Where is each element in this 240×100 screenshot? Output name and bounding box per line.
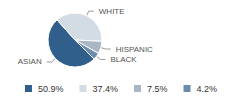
svg-text:50.9%: 50.9% <box>38 84 64 94</box>
svg-text:WHITE: WHITE <box>99 7 125 16</box>
svg-text:ASIAN: ASIAN <box>18 57 42 66</box>
svg-text:37.4%: 37.4% <box>92 84 118 94</box>
svg-text:7.5%: 7.5% <box>147 84 168 94</box>
svg-text:BLACK: BLACK <box>110 55 137 64</box>
svg-text:HISPANIC: HISPANIC <box>116 45 153 54</box>
svg-text:4.2%: 4.2% <box>197 84 218 94</box>
